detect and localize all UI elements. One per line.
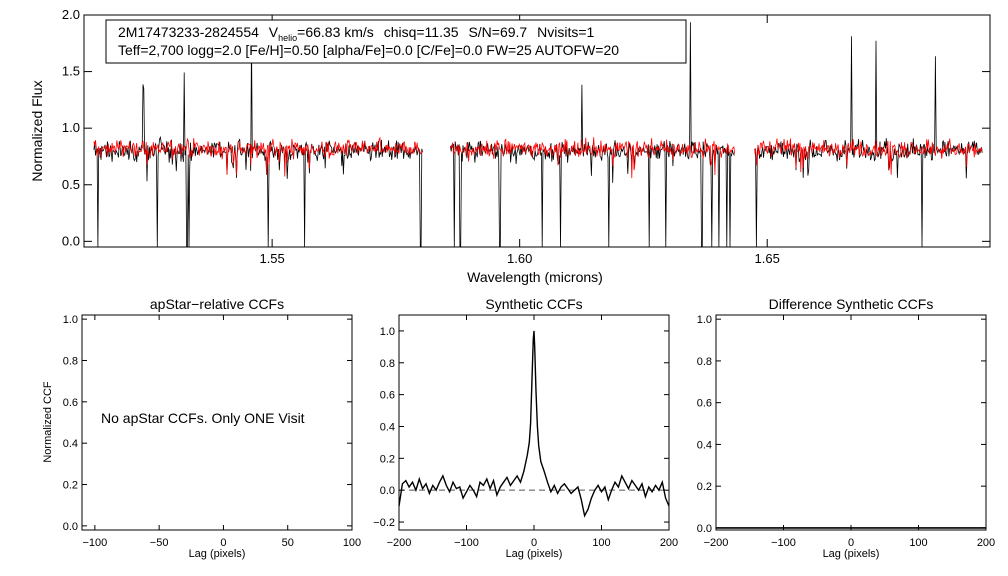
spectrum-y-tick-label: 1.5: [62, 64, 80, 79]
ap-ccf-x-tick-label: 0: [220, 537, 226, 549]
syn-ccf-panel: Synthetic CCFs −200 −100 0 100 200 −0.2 0.0 0.2…: [373, 296, 678, 560]
syn-ccf-x-tick-label: 200: [660, 537, 678, 549]
ap-ccf-y-tick-label: 0.0: [63, 521, 78, 533]
chisq-value: chisq=11.35: [384, 24, 459, 40]
diff-ccf-y-tick-label: 0.8: [697, 356, 712, 368]
ap-ccf-x-tick-label: 50: [282, 537, 294, 549]
spectrum-y-tick-label: 2.0: [62, 7, 80, 22]
diff-ccf-title: Difference Synthetic CCFs: [769, 296, 934, 312]
snr-value: S/N=69.7: [468, 24, 527, 40]
observed-spectrum-line: [93, 33, 423, 247]
spectrum-x-tick-label: 1.55: [259, 251, 284, 266]
spectrum-y-tick-label: 0.0: [62, 233, 80, 248]
spectrum-ticks: 1.55 1.60 1.65 0.0 0.5 1.0 1.5 2.0: [62, 7, 990, 266]
syn-ccf-ticks: −200 −100 0 100 200 −0.2 0.0 0.2 0.4 0.6 0.8 1.0: [373, 315, 678, 549]
spectrum-panel: 1.55 1.60 1.65 0.0 0.5 1.0 1.5 2.0 Normalized F…: [29, 7, 991, 285]
syn-ccf-plot-area: [398, 330, 670, 518]
no-ccf-message: No apStar CCFs. Only ONE Visit: [101, 410, 305, 426]
model-spectrum-line: [754, 138, 983, 175]
ap-ccf-y-axis-label: Normalized CCF: [42, 381, 54, 463]
ap-ccf-x-axis-label: Lag (pixels): [189, 548, 246, 560]
synthetic-ccf-line: [398, 330, 670, 518]
syn-ccf-y-tick-label: 1.0: [380, 326, 395, 338]
ap-ccf-y-tick-label: 0.2: [63, 480, 78, 492]
diff-ccf-y-tick-label: 0.0: [697, 523, 712, 535]
spectrum-x-tick-label: 1.65: [755, 251, 780, 266]
diff-ccf-y-tick-label: 0.6: [697, 398, 712, 410]
diff-ccf-y-tick-label: 1.0: [697, 314, 712, 326]
diff-ccf-x-axis-label: Lag (pixels): [823, 548, 880, 560]
syn-ccf-y-tick-label: −0.2: [373, 517, 395, 529]
ap-ccf-x-tick-label: 100: [343, 537, 361, 549]
syn-ccf-frame: [398, 314, 670, 531]
syn-ccf-x-tick-label: 0: [531, 537, 537, 549]
spectrum-plot-area: [93, 22, 983, 247]
syn-ccf-x-tick-label: 100: [592, 537, 610, 549]
ap-ccf-y-tick-label: 0.4: [63, 438, 78, 450]
spectrum-y-tick-label: 1.0: [62, 120, 80, 135]
diff-ccf-x-tick-label: −100: [771, 537, 796, 549]
diff-ccf-x-tick-label: 100: [909, 537, 927, 549]
vhelio-value: =66.83 km/s: [297, 24, 374, 40]
ap-ccf-y-tick-label: 0.6: [63, 397, 78, 409]
diff-ccf-frame: [715, 314, 987, 531]
vhelio-subscript: helio: [278, 33, 297, 43]
syn-ccf-y-tick-label: 0.4: [380, 421, 395, 433]
spectrum-y-axis-label: Normalized Flux: [29, 80, 45, 181]
ap-ccf-ticks: −100 −50 0 50 100 0.0 0.2 0.4 0.6 0.8 1.0: [63, 314, 361, 549]
syn-ccf-x-axis-label: Lag (pixels): [506, 548, 563, 560]
vhelio-label: V: [269, 24, 279, 40]
syn-ccf-y-tick-label: 0.6: [380, 390, 395, 402]
diff-ccf-x-tick-label: 0: [848, 537, 854, 549]
diff-ccf-y-tick-label: 0.4: [697, 439, 712, 451]
nvisits-value: Nvisits=1: [537, 24, 594, 40]
spectrum-x-tick-label: 1.60: [507, 251, 532, 266]
info-box: 2M17473233-2824554 Vhelio=66.83 km/s chi…: [105, 19, 687, 64]
star-id: 2M17473233-2824554: [118, 24, 259, 40]
ap-ccf-panel: apStar−relative CCFs −100 −50 0 50 100 0.0 0.2…: [42, 296, 361, 560]
ap-ccf-x-tick-label: −50: [150, 537, 169, 549]
diff-ccf-x-tick-label: 200: [977, 537, 995, 549]
diff-ccf-panel: Difference Synthetic CCFs −200 −100 0 100 20…: [697, 296, 995, 560]
spectrum-frame: [83, 14, 991, 248]
info-box-frame: [105, 19, 687, 64]
ap-ccf-x-tick-label: −100: [82, 537, 107, 549]
syn-ccf-x-tick-label: −200: [387, 537, 412, 549]
syn-ccf-y-tick-label: 0.0: [380, 485, 395, 497]
info-line-2: Teff=2,700 logg=2.0 [Fe/H]=0.50 [alpha/F…: [118, 42, 619, 58]
ap-ccf-y-tick-label: 0.8: [63, 355, 78, 367]
model-spectrum-line: [93, 136, 423, 177]
ap-ccf-frame: [81, 314, 353, 531]
syn-ccf-title: Synthetic CCFs: [485, 296, 582, 312]
syn-ccf-y-tick-label: 0.8: [380, 358, 395, 370]
syn-ccf-x-tick-label: −100: [454, 537, 479, 549]
spectrum-y-tick-label: 0.5: [62, 177, 80, 192]
observed-spectrum-line: [754, 36, 983, 247]
diff-ccf-x-tick-label: −200: [704, 537, 729, 549]
model-spectrum-line: [450, 137, 736, 179]
ap-ccf-y-tick-label: 1.0: [63, 314, 78, 326]
spectrum-x-axis-label: Wavelength (microns): [467, 269, 603, 285]
diff-ccf-y-tick-label: 0.2: [697, 481, 712, 493]
ap-ccf-title: apStar−relative CCFs: [150, 296, 284, 312]
diff-ccf-ticks: −200 −100 0 100 200 0.0 0.2 0.4 0.6 0.8 1.0: [697, 314, 995, 549]
syn-ccf-y-tick-label: 0.2: [380, 453, 395, 465]
info-line-1: 2M17473233-2824554 Vhelio=66.83 km/s chi…: [118, 24, 595, 43]
